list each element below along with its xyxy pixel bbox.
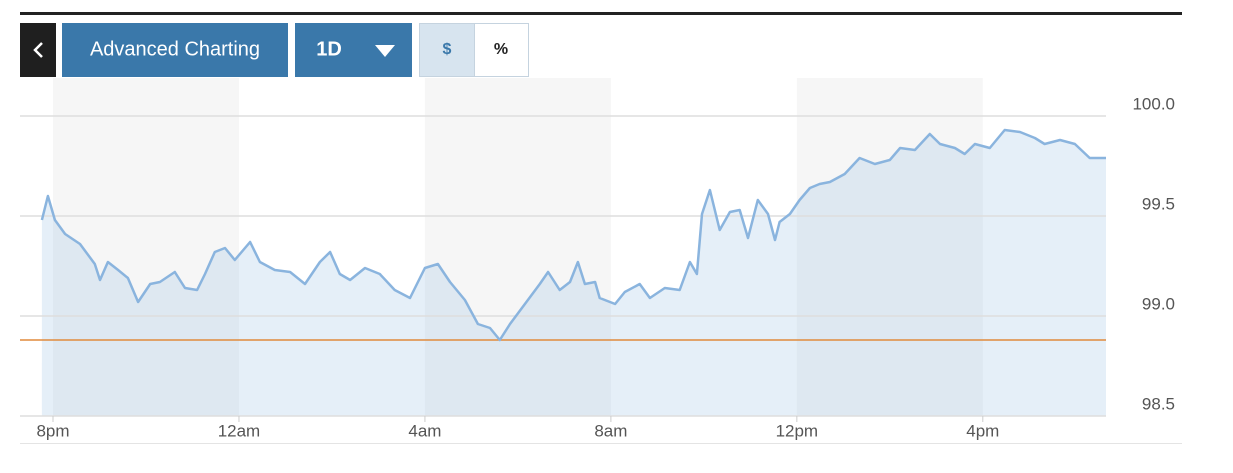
x-tick-label: 4pm (966, 421, 999, 440)
y-tick-label: 98.5 (1142, 394, 1175, 413)
x-tick-label: 12am (218, 421, 261, 440)
percent-bg (474, 23, 529, 77)
y-tick-label: 100.0 (1132, 94, 1175, 113)
y-tick-label: 99.0 (1142, 294, 1175, 313)
percent-toggle[interactable]: % (474, 23, 529, 77)
time-band (424, 78, 611, 416)
chevron-icon (33, 42, 43, 58)
range-dropdown[interactable]: 1D (295, 23, 412, 77)
x-tick-label: 4am (408, 421, 441, 440)
y-tick-label: 99.5 (1142, 194, 1175, 213)
range-label: 1D (316, 38, 342, 60)
time-band (53, 78, 239, 416)
back-button[interactable] (20, 23, 56, 77)
currency-bg (419, 23, 475, 77)
currency-toggle[interactable]: $ (419, 23, 475, 77)
time-band (796, 78, 983, 416)
price-line (40, 128, 1106, 342)
plot: 100.0 99.5 99.0 98.5 8pm 12am 4am 8am 12pm 4pm (20, 78, 1175, 440)
percent-label: % (494, 41, 508, 58)
x-tick-label: 8pm (36, 421, 69, 440)
x-tick-label: 12pm (776, 421, 819, 440)
advanced-button[interactable]: Advanced Charting (62, 23, 288, 77)
dropdown-arrow (375, 45, 395, 57)
range-bg (295, 23, 412, 77)
x-tick-label: 8am (594, 421, 627, 440)
currency-label: $ (443, 41, 452, 58)
advanced-bg (62, 23, 288, 77)
back-bg (20, 23, 56, 77)
advanced-label: Advanced Charting (90, 38, 260, 60)
top-rule (20, 12, 1182, 15)
